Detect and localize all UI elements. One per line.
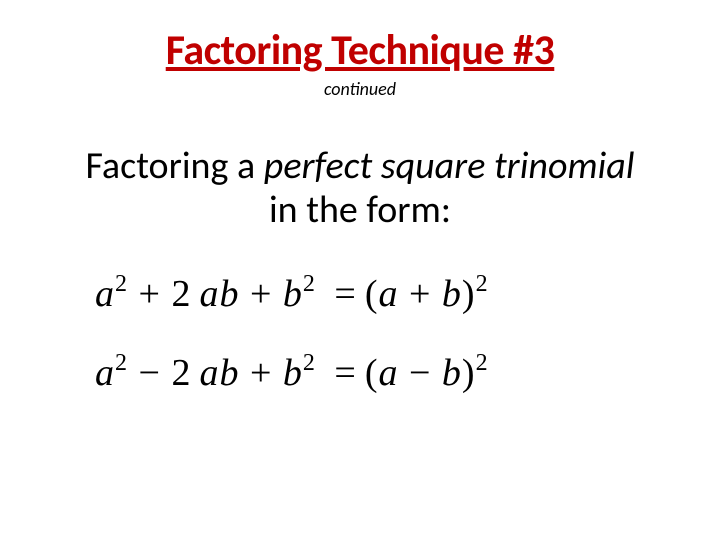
desc-emphasis: perfect square trinomial — [264, 143, 635, 189]
exp-a: 2 — [115, 271, 128, 297]
equals: = — [334, 352, 356, 394]
rvar-a: a — [378, 352, 398, 394]
rop: + — [409, 273, 431, 315]
exp-b: 2 — [303, 350, 316, 376]
equals: = — [334, 273, 356, 315]
rop: − — [409, 352, 431, 394]
formula-1: a2 + 2ab + b2 =(a + b)2 — [95, 272, 680, 316]
desc-prefix: Factoring a — [85, 143, 263, 189]
exp-a: 2 — [115, 350, 128, 376]
var-a-mid: a — [199, 352, 219, 394]
coef-2: 2 — [171, 273, 191, 315]
var-a: a — [95, 273, 115, 315]
r-exp: 2 — [476, 271, 489, 297]
op-plus-1: + — [139, 273, 161, 315]
slide-title: Factoring Technique #3 — [40, 25, 680, 76]
var-b: b — [283, 273, 303, 315]
op-plus-2: + — [250, 352, 272, 394]
var-b-mid: b — [219, 273, 239, 315]
var-b: b — [283, 352, 303, 394]
slide-content: Factoring Technique #3 continued Factori… — [0, 0, 720, 450]
op-minus-1: − — [139, 352, 161, 394]
formulas-block: a2 + 2ab + b2 =(a + b)2 a2 − 2ab + b2 =(… — [40, 272, 680, 395]
var-b-mid: b — [219, 352, 239, 394]
formula-2: a2 − 2ab + b2 =(a − b)2 — [95, 351, 680, 395]
r-exp: 2 — [476, 350, 489, 376]
exp-b: 2 — [303, 271, 316, 297]
coef-2: 2 — [171, 352, 191, 394]
rvar-b: b — [442, 273, 462, 315]
rvar-a: a — [378, 273, 398, 315]
slide-subtitle: continued — [40, 78, 680, 100]
var-a: a — [95, 352, 115, 394]
description-text: Factoring a perfect square trinomial in … — [40, 145, 680, 232]
lparen: ( — [365, 273, 379, 315]
rparen: ) — [462, 352, 476, 394]
rvar-b: b — [442, 352, 462, 394]
desc-suffix: in the form: — [269, 187, 451, 233]
op-plus-2: + — [250, 273, 272, 315]
rparen: ) — [462, 273, 476, 315]
lparen: ( — [365, 352, 379, 394]
var-a-mid: a — [199, 273, 219, 315]
